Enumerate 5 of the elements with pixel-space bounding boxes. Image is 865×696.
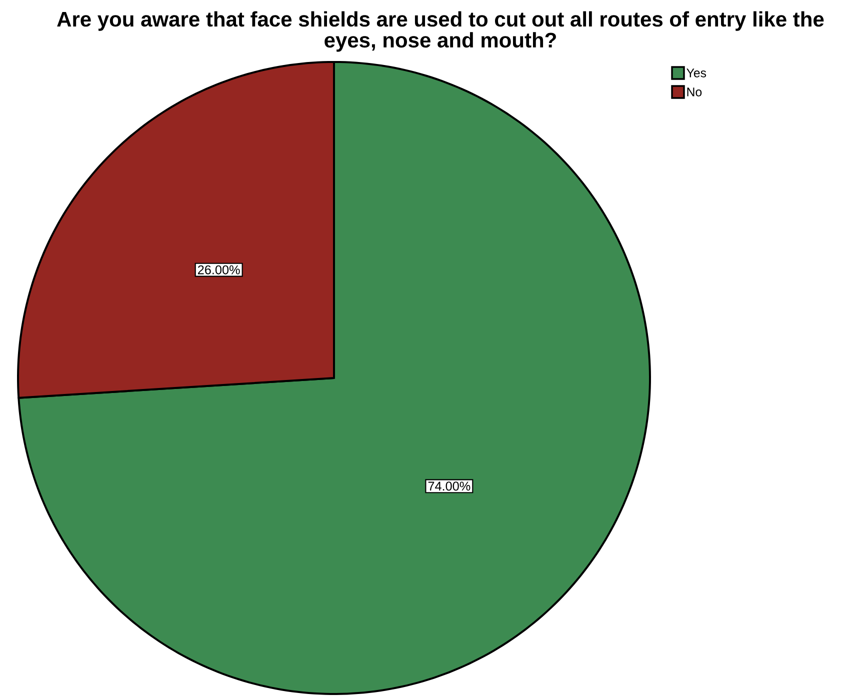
legend-label: Yes	[686, 68, 706, 78]
chart-title: Are you aware that face shields are used to cut out all routes of entry like the eyes, nose and mouth?	[57, 11, 824, 52]
data-label: 74.00%	[428, 482, 470, 491]
data-label: 26.00%	[198, 265, 240, 274]
legend-label: No	[687, 88, 702, 96]
